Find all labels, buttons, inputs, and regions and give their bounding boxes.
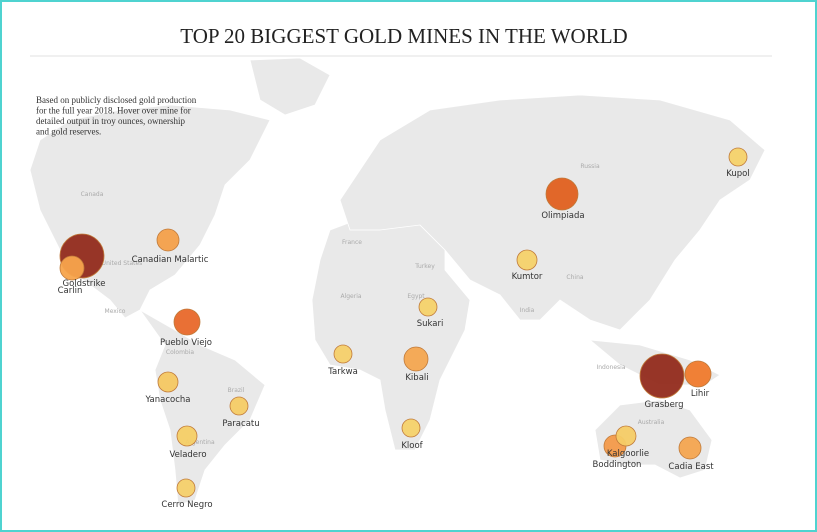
mine-label: Sukari [417, 319, 444, 329]
description-line: for the full year 2018. Hover over mine … [36, 106, 191, 116]
mine-marker[interactable] [418, 297, 438, 317]
mine-label: Goldstrike [62, 279, 105, 289]
mine-label: Yanacocha [145, 395, 191, 405]
country-label: Brazil [228, 387, 245, 394]
mine-marker[interactable] [176, 425, 198, 447]
mine-marker[interactable] [173, 308, 201, 336]
country-label: Canada [81, 191, 104, 198]
mine-label: Kibali [405, 373, 428, 383]
mine-label: Canadian Malartic [132, 255, 209, 265]
mine-label: Kloof [401, 441, 423, 451]
mine-label: Olimpiada [541, 211, 584, 221]
country-label: Indonesia [596, 364, 625, 371]
country-label: India [520, 307, 535, 314]
country-label: Argentina [185, 439, 215, 446]
mine-marker[interactable] [229, 396, 249, 416]
description-line: Based on publicly disclosed gold product… [36, 95, 197, 105]
country-label: France [342, 239, 362, 246]
mine-label: Lihir [691, 389, 710, 399]
country-label: United States [102, 260, 143, 267]
mine-marker[interactable] [684, 360, 712, 388]
mine-label: Cerro Negro [161, 500, 212, 510]
mine-label: Tarkwa [327, 367, 358, 377]
description-line: and gold reserves. [36, 127, 101, 137]
mine-marker[interactable] [176, 478, 196, 498]
mine-label: Cadia East [668, 462, 714, 472]
mine-marker[interactable] [615, 425, 637, 447]
mine-marker[interactable] [728, 147, 748, 167]
mine-marker[interactable] [333, 344, 353, 364]
country-label: Egypt [407, 293, 425, 300]
country-label: Turkey [414, 263, 435, 270]
mine-label: Pueblo Viejo [160, 338, 212, 348]
mine-marker[interactable] [678, 436, 702, 460]
country-label: Colombia [166, 349, 195, 356]
mine-marker[interactable] [545, 177, 579, 211]
description: Based on publicly disclosed gold product… [36, 95, 197, 137]
mine-label: Grasberg [644, 400, 683, 410]
mine-label: Kumtor [512, 272, 543, 282]
country-labels: Canada United States Mexico Colombia Brazil A… [81, 163, 665, 446]
title: TOP 20 BIGGEST GOLD MINES IN THE WORLD [180, 24, 627, 48]
description-line: detailed output in troy ounces, ownershi… [36, 116, 185, 126]
mine-marker[interactable] [639, 353, 685, 399]
mine-marker[interactable] [157, 371, 179, 393]
mine-label: Paracatu [222, 419, 259, 429]
mine-label: Kalgoorlie [607, 449, 649, 459]
country-label: Russia [580, 163, 600, 170]
mine-label: Boddington [593, 460, 642, 470]
mine-marker[interactable] [516, 249, 538, 271]
mine-label: Veladero [169, 450, 206, 460]
mine-marker[interactable] [156, 228, 180, 252]
country-label: Mexico [105, 308, 126, 315]
mine-marker[interactable] [59, 255, 85, 281]
country-label: China [566, 274, 583, 281]
mine-marker[interactable] [401, 418, 421, 438]
mine-label: Kupol [726, 169, 750, 179]
mine-label: Carlin [58, 286, 83, 296]
country-label: Algeria [340, 293, 361, 300]
mine-marker[interactable] [403, 346, 429, 372]
country-label: Australia [638, 419, 665, 426]
